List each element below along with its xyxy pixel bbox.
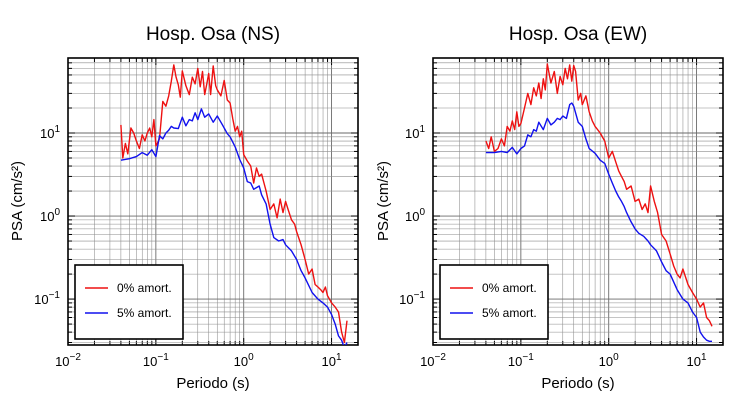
x-tick-label: 10−1 xyxy=(143,352,169,369)
series-line-5pct-ns xyxy=(120,108,348,345)
x-tick-label: 10−2 xyxy=(55,352,81,369)
x-axis-label-ns: Periodo (s) xyxy=(176,375,249,392)
y-axis-label-ns: PSA (cm/s²) xyxy=(9,161,26,241)
x-axis-label-ew: Periodo (s) xyxy=(541,375,614,392)
x-tick-label: 100 xyxy=(599,352,619,369)
y-tick-label: 10−1 xyxy=(399,290,425,307)
chart-title-ew: Hosp. Osa (EW) xyxy=(509,24,647,45)
legend-label-5pct-ns: 5% amort. xyxy=(117,306,172,320)
plot-frame-ns xyxy=(67,57,359,346)
y-tick-label: 101 xyxy=(40,124,60,141)
series-ew xyxy=(485,63,713,342)
series-line-0pct-ns xyxy=(120,64,348,344)
legend-box-ew xyxy=(439,264,549,340)
tick-labels-ns: 10−2 10−1 100 101 10−1 100 101 xyxy=(34,124,342,369)
legend-ns: 0% amort. 5% amort. xyxy=(74,264,184,340)
chart-title-ns: Hosp. Osa (NS) xyxy=(146,24,280,45)
series-line-5pct-ew xyxy=(485,102,712,342)
y-tick-label: 100 xyxy=(405,207,425,224)
legend-label-0pct-ew: 0% amort. xyxy=(482,281,537,295)
panel-ns: Hosp. Osa (NS) 10−2 10−1 100 10110−1100101 … xyxy=(9,24,359,392)
x-tick-label: 10−1 xyxy=(508,352,534,369)
y-tick-label: 10−1 xyxy=(34,290,60,307)
panel-ew: Hosp. Osa (EW) 10−2 10−1 100 10110−1100101 … xyxy=(375,24,724,392)
series-ns xyxy=(120,64,348,345)
legend-ew: 0% amort. 5% amort. xyxy=(439,264,549,340)
legend-label-5pct-ew: 5% amort. xyxy=(482,306,537,320)
x-tick-label: 100 xyxy=(234,352,254,369)
x-tick-label: 101 xyxy=(322,352,342,369)
plot-frame-ew xyxy=(432,57,724,346)
legend-box-ns xyxy=(74,264,184,340)
series-line-0pct-ew xyxy=(485,63,713,327)
y-tick-label: 100 xyxy=(40,207,60,224)
x-tick-label: 101 xyxy=(687,352,707,369)
y-axis-label-ew: PSA (cm/s²) xyxy=(375,161,392,241)
tick-labels-ew: 10−2 10−1 100 101 10−1 100 101 xyxy=(399,124,707,369)
y-tick-label: 101 xyxy=(405,124,425,141)
legend-label-0pct-ns: 0% amort. xyxy=(117,281,172,295)
x-tick-label: 10−2 xyxy=(420,352,446,369)
